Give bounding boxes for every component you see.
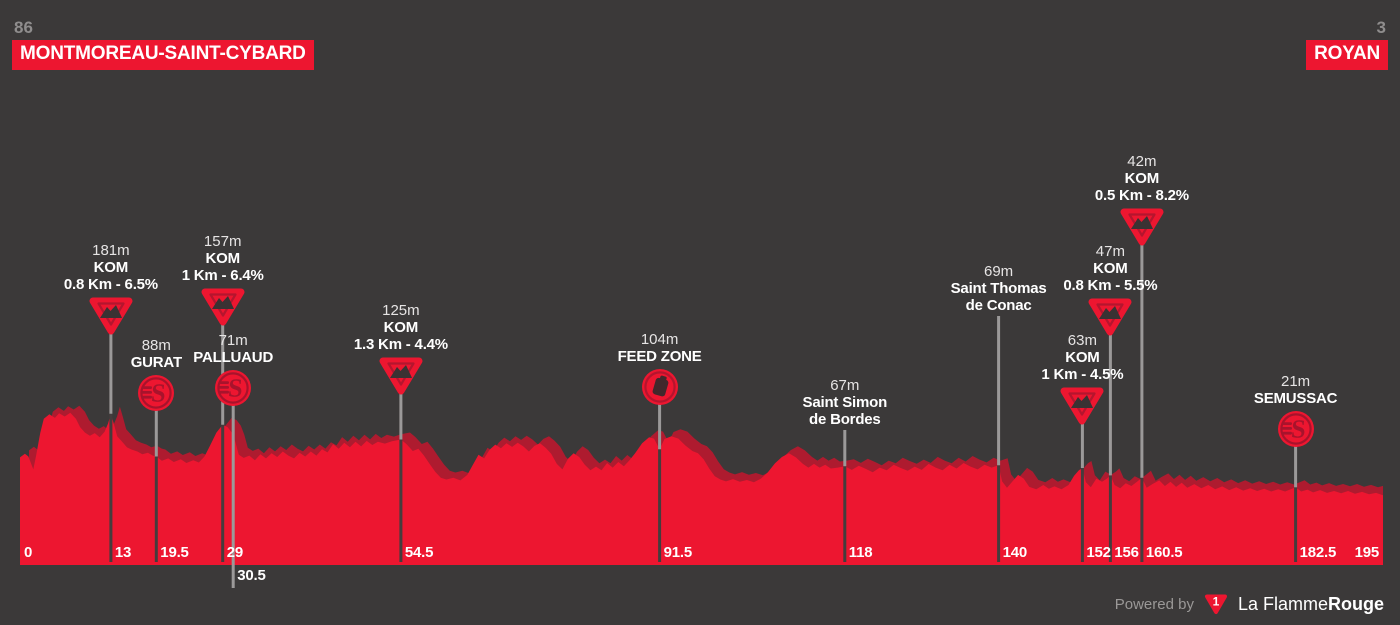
start-town-label: MONTMOREAU-SAINT-CYBARD xyxy=(12,40,314,70)
marker-elevation: 157m xyxy=(203,233,242,250)
axis-tick-13: 13 xyxy=(114,544,132,561)
marker-elevation: 125m xyxy=(382,302,420,319)
kom-icon xyxy=(1088,298,1132,336)
marker-name: KOM xyxy=(205,250,240,267)
marker-name: SEMUSSAC xyxy=(1253,390,1338,407)
marker-name: KOM xyxy=(1124,170,1160,187)
axis-tick-160.5: 160.5 xyxy=(1145,544,1183,561)
marker-detail: 1 Km - 4.5% xyxy=(1041,366,1124,383)
kom-icon xyxy=(1060,387,1104,425)
marker-detail: 0.5 Km - 8.2% xyxy=(1094,187,1189,204)
svg-text:S: S xyxy=(227,374,243,403)
marker-elevation: 47m xyxy=(1095,243,1125,260)
marker-kom-29: 157m KOM 1 Km - 6.4% xyxy=(182,233,264,284)
kom-icon xyxy=(379,357,423,395)
powered-by: Powered by 1 La FlammeRouge xyxy=(1115,592,1384,616)
marker-kom-152: 63m KOM 1 Km - 4.5% xyxy=(1041,332,1123,383)
svg-text:S: S xyxy=(151,379,167,408)
marker-name: KOM xyxy=(383,319,419,336)
axis-tick-140: 140 xyxy=(1002,544,1028,561)
svg-text:S: S xyxy=(1290,415,1306,444)
marker-name: PALLUAUD xyxy=(193,349,274,366)
end-elevation: 3 xyxy=(1376,18,1386,37)
marker-kom-156: 47m KOM 0.8 Km - 5.5% xyxy=(1063,243,1157,294)
marker-elevation: 88m xyxy=(141,337,171,354)
marker-town-118: 67m Saint Simon de Bordes xyxy=(802,377,888,428)
axis-tick-30.5: 30.5 xyxy=(237,567,266,584)
brand-name: La FlammeRouge xyxy=(1237,593,1384,614)
profile-area xyxy=(20,412,1383,565)
marker-elevation: 71m xyxy=(218,332,248,349)
axis-tick-118: 118 xyxy=(848,544,873,561)
axis-tick-0: 0 xyxy=(24,544,33,561)
marker-sprint-182.5: 21m SEMUSSAC xyxy=(1253,373,1338,407)
feed-zone-icon xyxy=(641,369,678,405)
la-flamme-rouge-logo-icon: 1 xyxy=(1204,594,1227,614)
marker-kom-160.5: 42m KOM 0.5 Km - 8.2% xyxy=(1095,153,1189,204)
marker-elevation: 63m xyxy=(1067,332,1097,349)
sprint-icon: S xyxy=(1277,411,1314,447)
axis-tick-182.5: 182.5 xyxy=(1299,544,1337,561)
marker-elevation: 21m xyxy=(1280,373,1311,390)
start-elevation: 86 xyxy=(14,18,33,37)
marker-kom-54.5: 125m KOM 1.3 Km - 4.4% xyxy=(354,302,448,353)
marker-elevation: 42m xyxy=(1127,153,1157,170)
kom-icon xyxy=(89,297,133,335)
powered-by-text: Powered by xyxy=(1114,595,1194,613)
sprint-icon: S xyxy=(138,375,175,411)
end-town-label: ROYAN xyxy=(1306,40,1388,70)
axis-tick-19.5: 19.5 xyxy=(160,544,189,561)
marker-name: FEED ZONE xyxy=(617,348,702,365)
sprint-icon: S xyxy=(215,370,252,406)
logo-number: 1 xyxy=(1213,595,1220,609)
marker-detail: 1 Km - 6.4% xyxy=(181,267,264,284)
axis-tick-195: 195 xyxy=(1354,544,1380,561)
marker-name: KOM xyxy=(1065,349,1100,366)
marker-feed-91.5: 104m FEED ZONE xyxy=(618,331,702,365)
axis-tick-152: 152 xyxy=(1086,544,1111,561)
marker-name: GURAT xyxy=(130,354,182,371)
kom-icon xyxy=(1120,208,1164,246)
axis-tick-54.5: 54.5 xyxy=(404,544,434,561)
axis-tick-29: 29 xyxy=(226,544,244,561)
marker-name: Saint Simon xyxy=(802,394,888,411)
marker-sprint-19.5: 88m GURAT xyxy=(131,337,182,371)
marker-sprint-30.5: 71m PALLUAUD xyxy=(193,332,273,366)
marker-elevation: 67m xyxy=(830,377,860,394)
marker-town-140: 69m Saint Thomas de Conac xyxy=(951,263,1047,314)
marker-elevation: 104m xyxy=(640,331,679,348)
marker-kom-13: 181m KOM 0.8 Km - 6.5% xyxy=(64,242,158,293)
marker-elevation: 181m xyxy=(92,242,130,259)
marker-name: Saint Thomas xyxy=(950,280,1047,297)
marker-name: KOM xyxy=(93,259,129,276)
axis-tick-156: 156 xyxy=(1114,544,1139,561)
axis-tick-91.5: 91.5 xyxy=(663,544,693,561)
kom-icon xyxy=(201,288,245,326)
marker-detail: 0.8 Km - 5.5% xyxy=(1063,277,1158,294)
marker-elevation: 69m xyxy=(983,263,1014,280)
marker-detail: 1.3 Km - 4.4% xyxy=(353,336,448,353)
marker-name: de Bordes xyxy=(809,411,881,428)
marker-name: de Conac xyxy=(965,297,1032,314)
marker-detail: 0.8 Km - 6.5% xyxy=(63,276,158,293)
marker-name: KOM xyxy=(1093,260,1128,277)
